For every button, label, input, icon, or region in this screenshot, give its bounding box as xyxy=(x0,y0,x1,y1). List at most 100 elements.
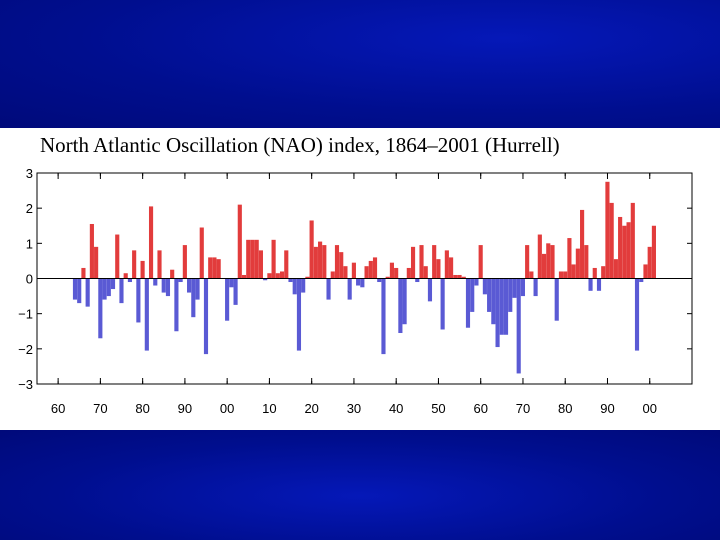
x-tick-label: 00 xyxy=(220,401,234,416)
bottom-blue-band xyxy=(0,430,720,540)
bar-1955 xyxy=(457,274,462,279)
bar-1894 xyxy=(199,227,204,279)
bar-1884 xyxy=(157,250,162,279)
bar-1877 xyxy=(127,278,132,283)
bar-1888 xyxy=(174,278,179,332)
bar-1865 xyxy=(77,278,82,304)
bar-1914 xyxy=(284,250,289,279)
bar-1962 xyxy=(487,278,492,312)
bar-1956 xyxy=(461,276,466,279)
bar-1953 xyxy=(449,257,454,279)
bar-1920 xyxy=(309,220,314,279)
bar-1886 xyxy=(165,278,171,297)
bar-1898 xyxy=(216,259,221,279)
bar-1945 xyxy=(415,278,420,283)
bar-1892 xyxy=(191,278,196,318)
bar-1906 xyxy=(250,239,255,279)
bar-1983 xyxy=(575,248,580,279)
y-tick-label: −3 xyxy=(18,377,33,392)
bar-1927 xyxy=(339,252,344,279)
ticks-group xyxy=(37,172,692,385)
bar-1950 xyxy=(436,259,441,279)
bar-1988 xyxy=(596,278,602,291)
bar-1882 xyxy=(148,206,154,279)
bar-1976 xyxy=(546,243,551,279)
bar-1954 xyxy=(453,274,458,279)
bar-1907 xyxy=(254,239,259,279)
bar-1916 xyxy=(292,278,297,295)
bar-1959 xyxy=(474,278,479,286)
bars-group xyxy=(72,181,656,374)
bar-1969 xyxy=(516,278,521,374)
bar-1866 xyxy=(81,267,86,279)
bar-1958 xyxy=(470,278,475,312)
bar-1980 xyxy=(563,271,568,279)
bar-1943 xyxy=(406,267,411,279)
bar-1978 xyxy=(554,278,559,321)
bar-1972 xyxy=(529,271,534,279)
bar-1991 xyxy=(609,202,614,279)
bar-1971 xyxy=(525,245,530,279)
bar-1880 xyxy=(140,260,145,279)
bar-1868 xyxy=(89,223,94,279)
bar-1990 xyxy=(605,181,610,279)
bar-1944 xyxy=(410,246,416,279)
bar-1995 xyxy=(626,222,631,279)
x-tick-label: 40 xyxy=(389,401,403,416)
chart-title: North Atlantic Oscillation (NAO) index, … xyxy=(40,133,560,157)
bar-1970 xyxy=(520,278,525,297)
bar-1912 xyxy=(275,273,280,279)
bar-1883 xyxy=(153,278,158,286)
x-tick-label: 00 xyxy=(643,401,657,416)
bar-1957 xyxy=(465,278,471,328)
bar-1913 xyxy=(279,271,285,279)
bar-1951 xyxy=(440,278,445,330)
bar-1926 xyxy=(334,245,340,279)
y-tick-label: 3 xyxy=(26,166,33,181)
top-blue-band xyxy=(0,0,720,128)
bar-1974 xyxy=(537,234,542,279)
bar-1942 xyxy=(402,278,407,325)
bar-1876 xyxy=(123,273,128,279)
bar-1966 xyxy=(503,278,509,335)
x-tick-label: 70 xyxy=(516,401,530,416)
bar-1940 xyxy=(394,267,399,279)
bar-1917 xyxy=(296,278,302,351)
bar-1994 xyxy=(622,225,627,279)
bar-1933 xyxy=(364,266,369,279)
bar-1987 xyxy=(592,267,597,279)
bar-1949 xyxy=(432,245,437,279)
bar-1896 xyxy=(208,257,213,279)
x-tick-label: 60 xyxy=(473,401,487,416)
bar-1871 xyxy=(102,278,107,300)
bar-1977 xyxy=(550,245,555,279)
bar-1890 xyxy=(182,245,187,279)
bar-1915 xyxy=(288,278,293,283)
bar-1979 xyxy=(558,271,564,279)
bar-1910 xyxy=(267,273,272,279)
bar-1893 xyxy=(195,278,200,300)
bar-1941 xyxy=(398,278,403,334)
axes-group xyxy=(36,172,693,385)
bar-1999 xyxy=(643,264,648,279)
bar-1931 xyxy=(356,278,361,286)
bar-1923 xyxy=(322,245,327,279)
bar-1938 xyxy=(385,276,390,279)
x-tick-label: 50 xyxy=(431,401,445,416)
bar-1879 xyxy=(136,278,141,323)
bar-1891 xyxy=(187,278,192,293)
y-tick-label: 1 xyxy=(26,236,33,251)
bar-1963 xyxy=(491,278,496,325)
bar-1932 xyxy=(360,278,365,288)
bar-1993 xyxy=(618,216,623,279)
y-tick-label: 2 xyxy=(26,201,33,216)
bar-1968 xyxy=(512,278,517,298)
y-tick-label: −1 xyxy=(18,307,33,322)
bar-1875 xyxy=(119,278,124,304)
bar-1900 xyxy=(225,278,230,321)
x-tick-label: 20 xyxy=(304,401,318,416)
bar-1948 xyxy=(427,278,433,302)
bar-1989 xyxy=(601,266,606,279)
x-tick-label: 90 xyxy=(600,401,614,416)
bar-1935 xyxy=(372,257,378,279)
